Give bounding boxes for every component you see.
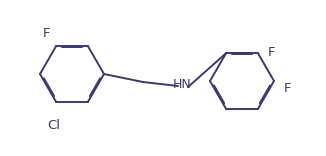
Text: HN: HN [173,78,191,90]
Text: F: F [42,27,50,40]
Text: F: F [268,46,275,59]
Text: Cl: Cl [48,119,61,132]
Text: F: F [284,83,291,95]
